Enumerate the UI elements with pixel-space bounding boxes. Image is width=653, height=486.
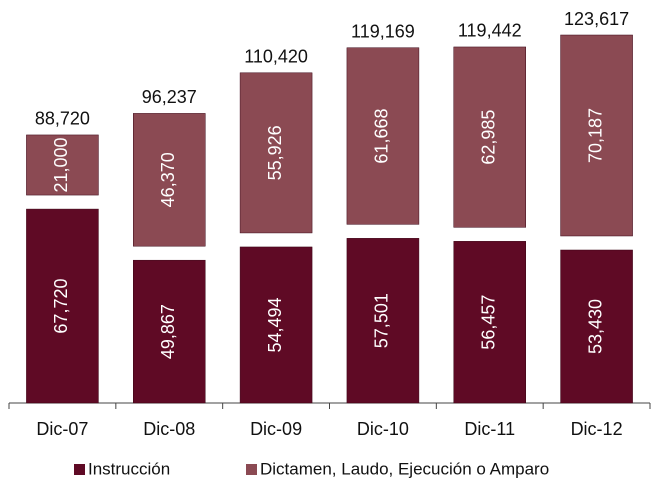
- bar-segment: [133, 259, 206, 404]
- value-label: 70,187: [585, 108, 605, 163]
- bar-segment: [453, 241, 526, 404]
- x-tick-label: Dic-09: [250, 419, 302, 439]
- value-label: 46,370: [158, 152, 178, 207]
- x-tick-label: Dic-12: [571, 419, 623, 439]
- value-label: 61,668: [372, 109, 392, 164]
- bar-segment: [239, 72, 313, 234]
- total-label: 119,442: [458, 21, 522, 41]
- legend-swatch: [246, 464, 257, 475]
- value-label: 62,985: [479, 110, 499, 165]
- bar-segment: [346, 238, 420, 404]
- value-label: 56,457: [479, 295, 499, 350]
- bar-segment: [133, 113, 206, 247]
- total-label: 110,420: [244, 47, 308, 67]
- value-label: 57,501: [372, 293, 392, 348]
- bar-segment: [453, 46, 526, 228]
- x-tick-label: Dic-07: [36, 419, 88, 439]
- x-tick-label: Dic-10: [357, 419, 409, 439]
- bar-segment: [560, 34, 633, 237]
- total-label: 88,720: [35, 109, 90, 129]
- bar-segment: [239, 246, 313, 404]
- x-tick-label: Dic-08: [143, 419, 195, 439]
- value-label: 54,494: [265, 297, 285, 352]
- total-label: 119,169: [351, 21, 415, 41]
- legend-label: Instrucción: [88, 459, 170, 478]
- bar-segment: [560, 249, 633, 404]
- bar-segment: [26, 134, 99, 196]
- bar-segment: [346, 47, 420, 225]
- total-label: 96,237: [142, 87, 197, 107]
- total-label: 123,617: [564, 9, 629, 29]
- value-label: 49,867: [158, 304, 178, 359]
- x-tick-label: Dic-11: [464, 419, 515, 439]
- legend-label: Dictamen, Laudo, Ejecución o Amparo: [260, 459, 549, 478]
- value-label: 55,926: [265, 125, 285, 180]
- value-label: 21,000: [51, 137, 71, 192]
- legend-swatch: [74, 464, 85, 475]
- value-label: 67,720: [51, 279, 71, 334]
- bar-segment: [26, 208, 99, 404]
- value-label: 53,430: [585, 299, 605, 354]
